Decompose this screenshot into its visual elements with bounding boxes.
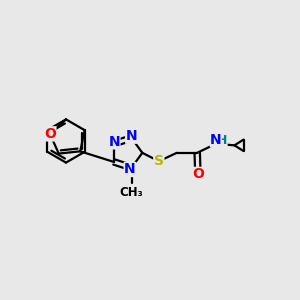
Text: S: S [154,154,164,168]
Text: H: H [217,134,227,147]
Text: N: N [108,135,120,149]
Text: N: N [126,129,137,143]
Text: N: N [124,163,136,176]
Text: O: O [192,167,204,182]
Text: CH₃: CH₃ [120,186,143,199]
Text: N: N [210,133,222,147]
Text: O: O [44,127,56,141]
